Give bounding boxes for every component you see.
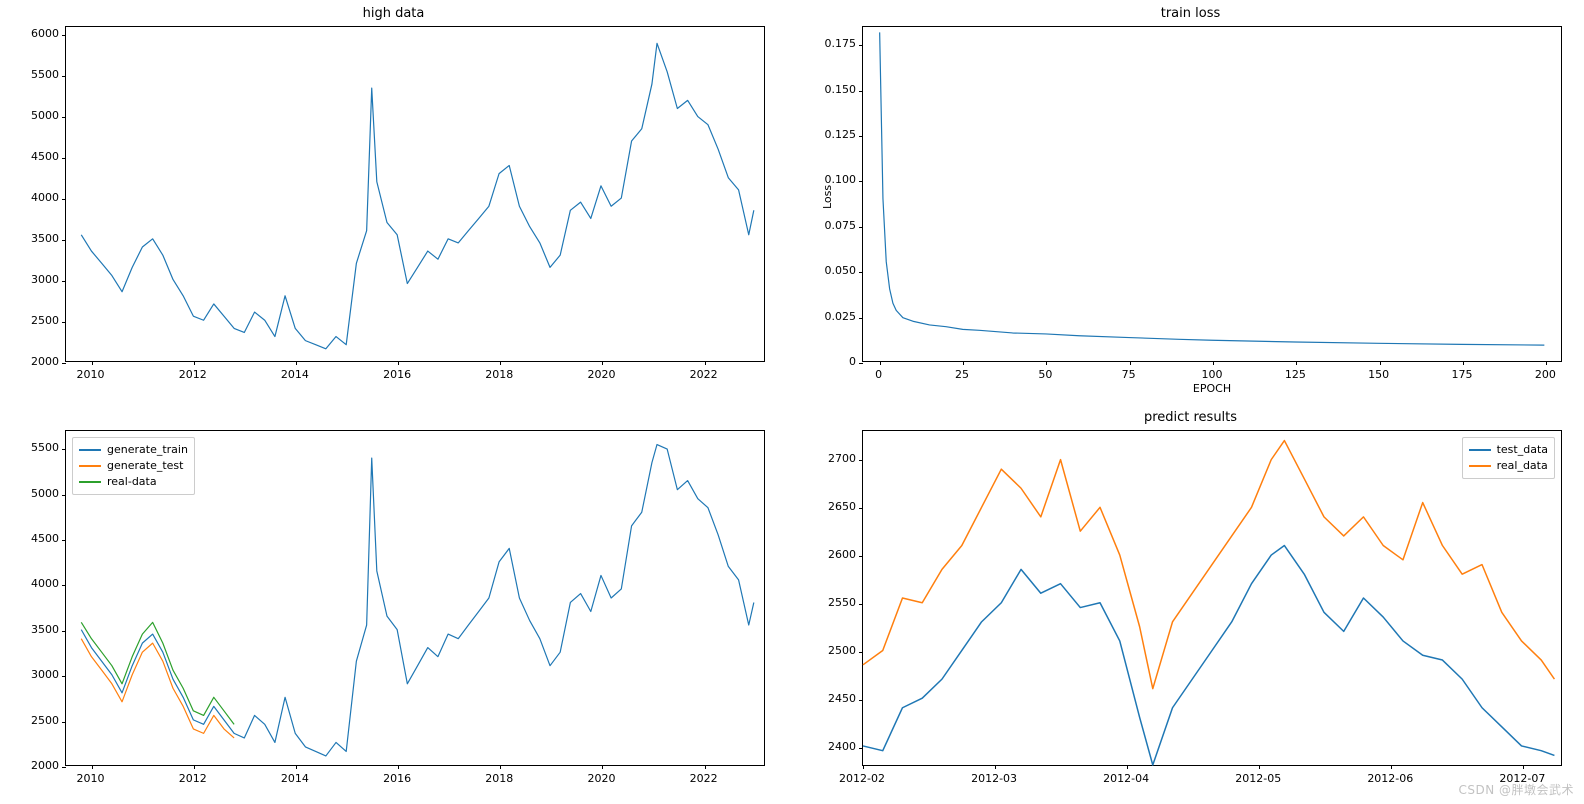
legend: generate_traingenerate_testreal-data <box>72 437 195 495</box>
x-tick-label: 2012-03 <box>964 772 1024 785</box>
y-tick-label: 5500 <box>9 441 59 454</box>
y-tick-label: 0.175 <box>806 37 856 50</box>
x-tick-label: 125 <box>1265 368 1325 381</box>
panel-generate: generate_traingenerate_testreal-data 200… <box>10 410 777 794</box>
y-tick-label: 4500 <box>9 532 59 545</box>
y-tick-label: 2450 <box>806 692 856 705</box>
legend-label: real-data <box>107 474 157 490</box>
x-tick-label: 175 <box>1432 368 1492 381</box>
y-tick-label: 2000 <box>9 355 59 368</box>
chart-title: high data <box>10 6 777 21</box>
y-tick-label: 2700 <box>806 452 856 465</box>
y-tick-label: 0.025 <box>806 310 856 323</box>
watermark-text: CSDN @胖墩会武术 <box>1458 781 1574 798</box>
y-tick-label: 6000 <box>9 27 59 40</box>
y-tick-label: 2500 <box>9 714 59 727</box>
y-tick-label: 4000 <box>9 577 59 590</box>
legend-label: test_data <box>1497 442 1548 458</box>
x-tick-label: 2018 <box>469 772 529 785</box>
y-tick-label: 2500 <box>9 314 59 327</box>
legend-swatch <box>1469 465 1491 467</box>
panel-train-loss: train loss 00.0250.0500.0750.1000.1250.1… <box>807 6 1574 390</box>
y-tick-label: 5000 <box>9 487 59 500</box>
legend-item: test_data <box>1469 442 1548 458</box>
plot-area-high-data <box>65 26 765 362</box>
legend-item: generate_train <box>79 442 188 458</box>
plot-area-generate: generate_traingenerate_testreal-data <box>65 430 765 766</box>
x-tick-label: 2022 <box>674 772 734 785</box>
y-tick-label: 0.125 <box>806 128 856 141</box>
x-tick-label: 2020 <box>571 772 631 785</box>
x-tick-label: 2012-04 <box>1096 772 1156 785</box>
x-tick-label: 100 <box>1182 368 1242 381</box>
series-line-test_data <box>863 546 1554 765</box>
chart-title: train loss <box>807 6 1574 21</box>
x-tick-label: 0 <box>849 368 909 381</box>
x-tick-label: 2010 <box>61 368 121 381</box>
legend-label: real_data <box>1497 458 1548 474</box>
x-axis-label: EPOCH <box>862 382 1562 395</box>
y-tick-label: 3500 <box>9 232 59 245</box>
y-tick-label: 5500 <box>9 68 59 81</box>
y-tick-label: 2550 <box>806 596 856 609</box>
panel-high-data: high data 2000 2500 3000 3500 4000 4500 5000 55… <box>10 6 777 390</box>
series-line-high <box>81 43 754 348</box>
y-tick-label: 2600 <box>806 548 856 561</box>
x-tick-label: 2012-05 <box>1228 772 1288 785</box>
plot-area-train-loss <box>862 26 1562 362</box>
y-tick-label: 2500 <box>806 644 856 657</box>
legend-label: generate_train <box>107 442 188 458</box>
chart-title: predict results <box>807 410 1574 425</box>
series-line-loss <box>880 32 1545 345</box>
y-tick-label: 5000 <box>9 109 59 122</box>
x-tick-label: 2012-06 <box>1360 772 1420 785</box>
x-tick-label: 150 <box>1349 368 1409 381</box>
x-tick-label: 2014 <box>265 368 325 381</box>
x-tick-label: 50 <box>1015 368 1075 381</box>
legend-item: real_data <box>1469 458 1548 474</box>
x-tick-label: 2012 <box>163 368 223 381</box>
y-tick-label: 4500 <box>9 150 59 163</box>
x-tick-label: 2012 <box>163 772 223 785</box>
x-tick-label: 25 <box>932 368 992 381</box>
x-tick-label: 75 <box>1099 368 1159 381</box>
x-tick-label: 2010 <box>61 772 121 785</box>
y-tick-label: 0 <box>806 355 856 368</box>
y-axis-label: Loss <box>821 185 834 209</box>
y-tick-label: 2000 <box>9 759 59 772</box>
legend-swatch <box>79 449 101 451</box>
y-tick-label: 0.150 <box>806 83 856 96</box>
x-tick-label: 2012-02 <box>832 772 892 785</box>
legend-swatch <box>79 481 101 483</box>
x-tick-label: 2014 <box>265 772 325 785</box>
series-line-real_data <box>863 441 1554 689</box>
x-tick-label: 2016 <box>367 772 427 785</box>
y-tick-label: 4000 <box>9 191 59 204</box>
plot-area-predict: test_datareal_data <box>862 430 1562 766</box>
x-tick-label: 2016 <box>367 368 427 381</box>
legend-item: generate_test <box>79 458 188 474</box>
x-tick-label: 2020 <box>571 368 631 381</box>
y-tick-label: 0.050 <box>806 264 856 277</box>
y-tick-label: 0.075 <box>806 219 856 232</box>
legend-swatch <box>79 465 101 467</box>
legend-swatch <box>1469 449 1491 451</box>
legend-label: generate_test <box>107 458 183 474</box>
legend: test_datareal_data <box>1462 437 1555 479</box>
x-tick-label: 200 <box>1515 368 1575 381</box>
panel-predict: predict results test_datareal_data 2400 2… <box>807 410 1574 794</box>
x-tick-label: 2022 <box>674 368 734 381</box>
x-tick-label: 2018 <box>469 368 529 381</box>
legend-item: real-data <box>79 474 188 490</box>
y-tick-label: 2650 <box>806 500 856 513</box>
y-tick-label: 2400 <box>806 740 856 753</box>
y-tick-label: 3000 <box>9 273 59 286</box>
series-line-generate_test <box>81 639 234 738</box>
y-tick-label: 3500 <box>9 623 59 636</box>
y-tick-label: 3000 <box>9 668 59 681</box>
